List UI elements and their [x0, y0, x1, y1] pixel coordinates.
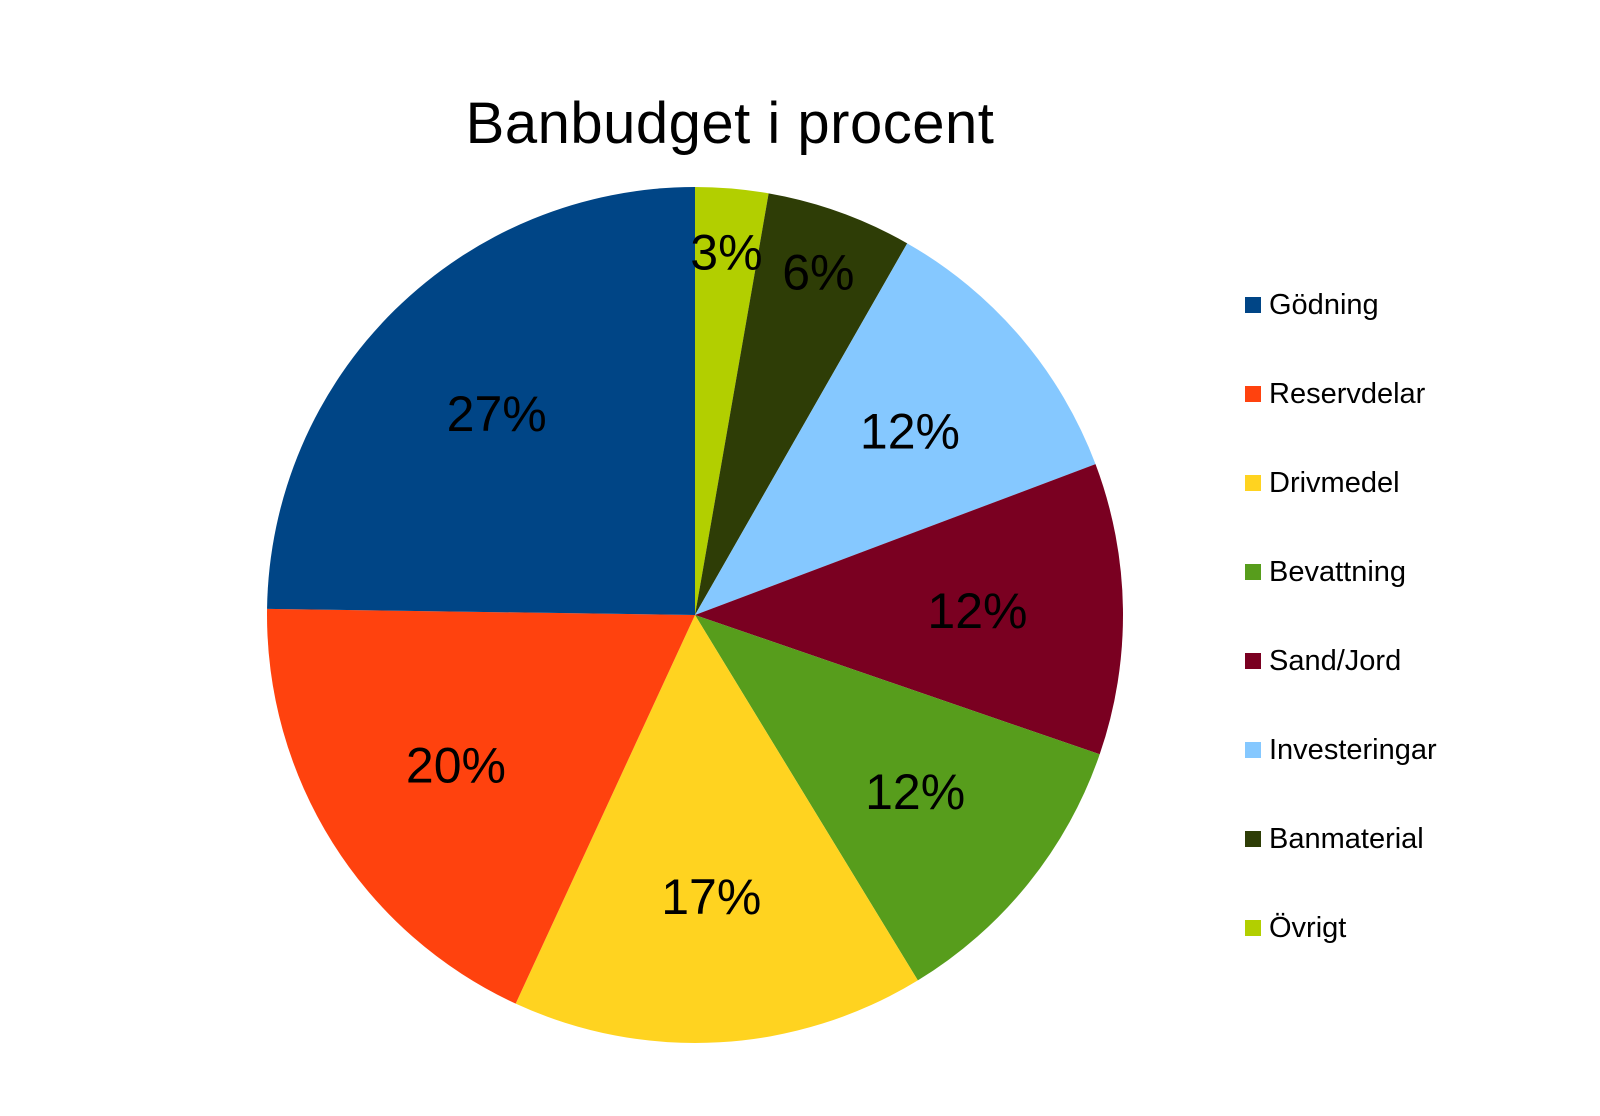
legend-item-drivmedel: Drivmedel — [1245, 467, 1400, 499]
legend-swatch — [1245, 831, 1261, 847]
pie-slice-banmaterial — [695, 193, 908, 615]
legend-label: Gödning — [1269, 289, 1379, 321]
data-label-godning: 27% — [447, 386, 547, 442]
pie-slice-ovrigt — [695, 187, 769, 615]
pie-slice-sand-jord — [695, 464, 1123, 755]
legend-label: Reservdelar — [1269, 378, 1426, 410]
pie-slice-drivmedel — [515, 615, 918, 1043]
data-label-bevattning: 12% — [865, 764, 965, 820]
pie-slice-godning — [267, 187, 695, 615]
data-label-sand-jord: 12% — [927, 583, 1027, 639]
legend-item-investeringar: Investeringar — [1245, 734, 1437, 766]
legend-label: Sand/Jord — [1269, 645, 1401, 677]
chart-legend: Gödning Reservdelar Drivmedel Bevattning San… — [1245, 289, 1437, 944]
legend-swatch — [1245, 564, 1261, 580]
legend-swatch — [1245, 297, 1261, 313]
legend-item-sand-jord: Sand/Jord — [1245, 645, 1401, 677]
data-label-banmaterial: 6% — [782, 245, 854, 301]
pie-slice-investeringar — [695, 243, 1096, 615]
pie-data-labels: 3% 6% 12% 12% 12% 17% 20% 27% — [406, 225, 1028, 925]
legend-swatch — [1245, 742, 1261, 758]
pie-slice-reservdelar — [267, 608, 695, 1004]
legend-swatch — [1245, 920, 1261, 936]
legend-item-reservdelar: Reservdelar — [1245, 378, 1426, 410]
data-label-reservdelar: 20% — [406, 738, 506, 794]
pie-slice-bevattning — [695, 615, 1100, 981]
legend-swatch — [1245, 386, 1261, 402]
chart-title: Banbudget i procent — [465, 91, 995, 156]
legend-item-bevattning: Bevattning — [1245, 556, 1406, 588]
data-label-investeringar: 12% — [860, 404, 960, 460]
legend-swatch — [1245, 653, 1261, 669]
legend-label: Banmaterial — [1269, 823, 1424, 855]
legend-label: Drivmedel — [1269, 467, 1400, 499]
data-label-drivmedel: 17% — [661, 869, 761, 925]
legend-item-banmaterial: Banmaterial — [1245, 823, 1424, 855]
legend-label: Övrigt — [1269, 912, 1346, 944]
pie-slices — [267, 187, 1123, 1043]
legend-label: Investeringar — [1269, 734, 1437, 766]
data-label-ovrigt: 3% — [690, 225, 762, 281]
legend-item-ovrigt: Övrigt — [1245, 912, 1346, 944]
legend-swatch — [1245, 475, 1261, 491]
legend-item-godning: Gödning — [1245, 289, 1379, 321]
legend-label: Bevattning — [1269, 556, 1406, 588]
